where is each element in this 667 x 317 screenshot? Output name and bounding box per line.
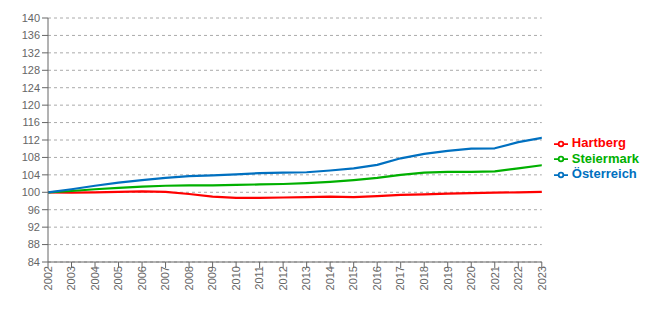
svg-text:2004: 2004 (89, 266, 101, 290)
svg-text:100: 100 (22, 186, 40, 198)
svg-text:2011: 2011 (253, 266, 265, 290)
html-text:Steiermark: Steiermark (571, 150, 639, 166)
svg-text:2020: 2020 (465, 266, 477, 290)
svg-text:2007: 2007 (159, 266, 171, 290)
html-text:Österreich: Österreich (571, 166, 637, 182)
svg-text:2008: 2008 (183, 266, 195, 290)
svg-text:116: 116 (22, 116, 40, 128)
svg-text:2012: 2012 (277, 266, 289, 290)
svg-text:120: 120 (22, 99, 40, 111)
svg-text:88: 88 (28, 238, 40, 250)
svg-text:2022: 2022 (512, 266, 524, 290)
svg-text:2005: 2005 (112, 266, 124, 290)
svg-text:136: 136 (22, 29, 40, 41)
svg-text:2010: 2010 (230, 266, 242, 290)
svg-text:2002: 2002 (42, 266, 54, 290)
svg-text:2016: 2016 (371, 266, 383, 290)
svg-text:96: 96 (28, 204, 40, 216)
svg-text:2017: 2017 (395, 266, 407, 290)
svg-text:104: 104 (22, 169, 40, 181)
svg-text:2023: 2023 (536, 266, 548, 290)
svg-text:92: 92 (28, 221, 40, 233)
svg-text:2018: 2018 (418, 266, 430, 290)
svg-text:132: 132 (22, 47, 40, 59)
svg-text:2021: 2021 (489, 266, 501, 290)
svg-text:2014: 2014 (324, 266, 336, 290)
svg-text:2013: 2013 (300, 266, 312, 290)
svg-text:140: 140 (22, 12, 40, 24)
svg-text:84: 84 (28, 256, 40, 268)
svg-text:2006: 2006 (136, 266, 148, 290)
svg-text:2019: 2019 (442, 266, 454, 290)
html-text:Hartberg: Hartberg (571, 135, 626, 151)
svg-text:108: 108 (22, 151, 40, 163)
svg-text:2009: 2009 (206, 266, 218, 290)
svg-text:2015: 2015 (347, 266, 359, 290)
svg-text:124: 124 (22, 82, 40, 94)
svg-text:112: 112 (22, 134, 40, 146)
svg-text:128: 128 (22, 64, 40, 76)
svg-text:2003: 2003 (65, 266, 77, 290)
